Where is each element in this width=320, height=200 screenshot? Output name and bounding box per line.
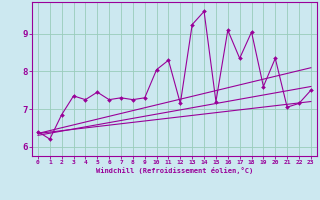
X-axis label: Windchill (Refroidissement éolien,°C): Windchill (Refroidissement éolien,°C) (96, 167, 253, 174)
